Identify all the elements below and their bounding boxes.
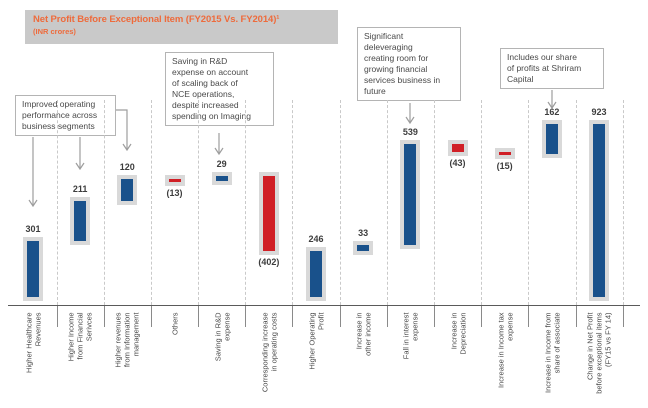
axis-tick: [575, 306, 577, 327]
column-separator: [292, 100, 294, 305]
bar: [498, 151, 511, 156]
axis-tick: [292, 306, 294, 327]
axis-tick: [339, 306, 341, 327]
arrow-to-rnd-bar: [214, 133, 224, 156]
column-separator: [198, 100, 200, 305]
axis-tick: [528, 306, 530, 327]
bar-value-label: 162: [544, 107, 560, 118]
bar: [27, 240, 39, 297]
bar: [593, 123, 605, 297]
column-separator: [103, 100, 105, 305]
axis-tick: [481, 306, 483, 327]
bar: [310, 250, 322, 297]
bar-value-label: (402): [258, 256, 280, 267]
bar: [215, 175, 228, 181]
x-axis-line: [8, 305, 640, 306]
column-separator: [433, 100, 435, 305]
arrow-to-financial-bar: [75, 137, 85, 171]
column-separator: [528, 100, 530, 305]
column-separator: [56, 100, 58, 305]
axis-tick: [56, 306, 58, 327]
callout-shriram-capital: Includes our share of profits at Shriram…: [500, 48, 604, 89]
bar-value-label: 539: [402, 126, 418, 137]
axis-tick: [103, 306, 105, 327]
bar: [74, 201, 87, 241]
bar-value-label: (15): [496, 161, 513, 172]
callout-significant-deleveraging: Significant deleveraging creating room f…: [357, 27, 461, 101]
bar-value-label: 246: [308, 233, 324, 244]
axis-tick: [198, 306, 200, 327]
bar-value-label: (13): [166, 188, 183, 198]
bar-value-label: 923: [591, 106, 607, 117]
bar-value-label: (43): [449, 157, 466, 168]
bar: [451, 143, 464, 152]
arrow-to-associate-bar: [547, 90, 557, 110]
axis-tick: [622, 306, 624, 327]
axis-tick: [245, 306, 247, 327]
bar-value-label: 29: [216, 158, 227, 169]
bar: [404, 143, 417, 245]
arrow-to-information-bar: [116, 109, 132, 152]
column-separator: [386, 100, 388, 305]
chart-subtitle: (INR crores): [33, 27, 76, 36]
callout-saving-rnd-expense: Saving in R&D expense on account of scal…: [165, 52, 274, 126]
chart-title: Net Profit Before Exceptional Item (FY20…: [33, 14, 280, 25]
column-separator: [481, 100, 483, 305]
column-separator: [622, 100, 624, 305]
bar-value-label: 211: [72, 184, 88, 194]
axis-tick: [150, 306, 152, 327]
bar-value-label: 301: [25, 223, 41, 234]
bar: [545, 124, 558, 155]
chart-title-block: Net Profit Before Exceptional Item (FY20…: [25, 10, 338, 44]
column-separator: [150, 100, 152, 305]
arrow-to-interest-bar: [405, 103, 415, 125]
bar-value-label: 120: [119, 161, 135, 172]
bar: [168, 178, 181, 182]
column-separator: [339, 100, 341, 305]
axis-tick: [433, 306, 435, 327]
callout-improved-operating-performance: Improved operating performance across bu…: [15, 95, 116, 136]
bar: [357, 244, 370, 251]
bar: [262, 175, 275, 251]
column-separator: [245, 100, 247, 305]
bar-value-label: 33: [358, 227, 369, 238]
arrow-to-healthcare-bar: [28, 137, 38, 208]
column-separator: [575, 100, 577, 305]
bar: [121, 178, 134, 201]
axis-tick: [386, 306, 388, 327]
